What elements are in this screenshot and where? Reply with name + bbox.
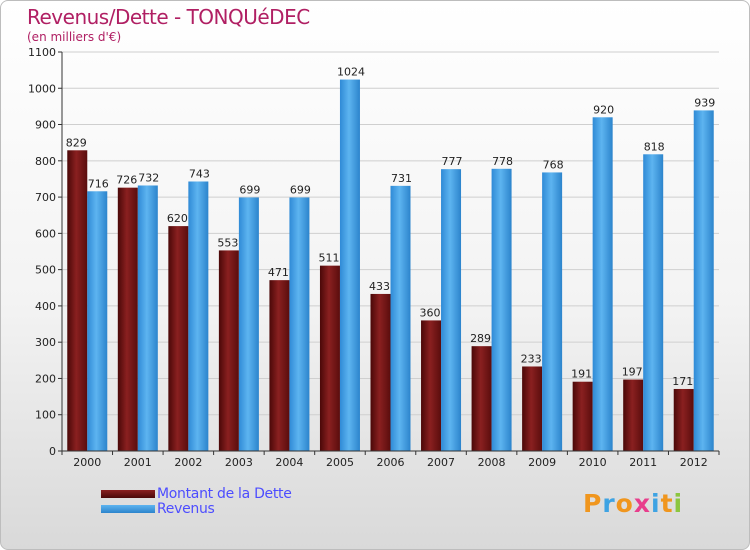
bar-dette	[168, 226, 189, 451]
bar-dette	[370, 293, 391, 451]
data-label-dette: 360	[420, 306, 441, 319]
x-tick-label: 2012	[680, 456, 708, 469]
bar-revenus	[441, 169, 462, 452]
x-tick-label: 2008	[478, 456, 506, 469]
bar-dette	[269, 280, 290, 451]
data-label-dette: 726	[116, 174, 137, 187]
data-label-revenus: 818	[644, 140, 665, 153]
bar-revenus	[238, 197, 259, 451]
data-label-dette: 197	[622, 366, 643, 379]
y-tick-label: 900	[35, 119, 56, 132]
x-tick-label: 2006	[377, 456, 405, 469]
y-tick-label: 700	[35, 191, 56, 204]
bar-revenus	[137, 185, 158, 451]
legend-swatch-revenus	[101, 505, 155, 513]
logo-letter: x	[633, 489, 651, 518]
data-label-revenus: 768	[543, 158, 564, 171]
bar-revenus	[592, 117, 613, 452]
logo-letter: i	[651, 489, 661, 518]
bar-revenus	[491, 168, 512, 451]
legend-swatch-dette	[101, 490, 155, 498]
bar-revenus	[390, 185, 411, 451]
x-tick-label: 2000	[73, 456, 101, 469]
bar-revenus	[289, 197, 310, 451]
logo-letter: o	[615, 489, 634, 518]
data-label-revenus: 731	[391, 172, 412, 185]
logo-letter: P	[583, 489, 603, 518]
bar-revenus	[693, 110, 714, 451]
x-tick-label: 2011	[629, 456, 657, 469]
bar-revenus	[87, 191, 108, 451]
logo-letter: r	[602, 489, 616, 518]
data-label-revenus: 777	[442, 155, 463, 168]
y-tick-label: 1000	[28, 82, 56, 95]
bar-dette	[522, 366, 543, 451]
proxiti-logo: Proxiti	[583, 489, 683, 518]
data-label-revenus: 743	[189, 167, 210, 180]
legend-label-dette: Montant de la Dette	[157, 486, 292, 502]
data-label-dette: 171	[672, 375, 693, 388]
logo-letter: t	[660, 489, 674, 518]
bar-revenus	[339, 79, 360, 452]
data-label-dette: 233	[521, 352, 542, 365]
data-label-revenus: 1024	[337, 66, 365, 79]
bar-dette	[623, 379, 644, 451]
logo-letter: i	[673, 489, 684, 518]
bar-dette	[572, 381, 593, 451]
bar-dette	[67, 150, 88, 452]
legend-label-revenus: Revenus	[157, 501, 215, 517]
data-label-dette: 471	[268, 266, 289, 279]
data-label-revenus: 716	[88, 177, 109, 190]
bar-dette	[471, 346, 492, 451]
x-tick-label: 2002	[174, 456, 202, 469]
x-tick-label: 2004	[275, 456, 303, 469]
data-label-dette: 620	[167, 212, 188, 225]
data-label-revenus: 939	[694, 96, 715, 109]
y-tick-label: 0	[49, 445, 56, 458]
data-label-revenus: 778	[492, 155, 513, 168]
bar-dette	[421, 320, 442, 451]
x-tick-label: 2007	[427, 456, 455, 469]
y-tick-label: 200	[35, 372, 56, 385]
y-tick-label: 1100	[28, 46, 56, 59]
data-label-revenus: 699	[290, 183, 311, 196]
data-label-revenus: 920	[593, 103, 614, 116]
chart-title: Revenus/Dette - TONQUéDEC	[27, 5, 310, 29]
data-label-revenus: 699	[239, 183, 260, 196]
y-tick-label: 300	[35, 336, 56, 349]
chart-subtitle: (en milliers d'€)	[27, 30, 122, 44]
bar-dette	[319, 265, 340, 451]
y-tick-label: 400	[35, 300, 56, 313]
y-tick-label: 500	[35, 264, 56, 277]
x-tick-label: 2005	[326, 456, 354, 469]
bar-dette	[117, 187, 138, 451]
y-tick-label: 600	[35, 227, 56, 240]
x-tick-label: 2010	[579, 456, 607, 469]
bar-dette	[673, 388, 694, 451]
bar-dette	[218, 250, 239, 451]
y-tick-label: 800	[35, 155, 56, 168]
y-tick-label: 100	[35, 409, 56, 422]
data-label-dette: 829	[66, 136, 87, 149]
data-label-dette: 553	[217, 236, 238, 249]
x-tick-label: 2003	[225, 456, 253, 469]
data-label-dette: 433	[369, 280, 390, 293]
data-label-dette: 289	[470, 332, 491, 345]
bar-revenus	[542, 172, 563, 451]
x-tick-label: 2001	[124, 456, 152, 469]
bar-revenus	[188, 181, 209, 451]
x-tick-label: 2009	[528, 456, 556, 469]
data-label-dette: 511	[318, 252, 339, 265]
bar-revenus	[643, 154, 664, 451]
data-label-revenus: 732	[138, 171, 159, 184]
data-label-dette: 191	[571, 368, 592, 381]
